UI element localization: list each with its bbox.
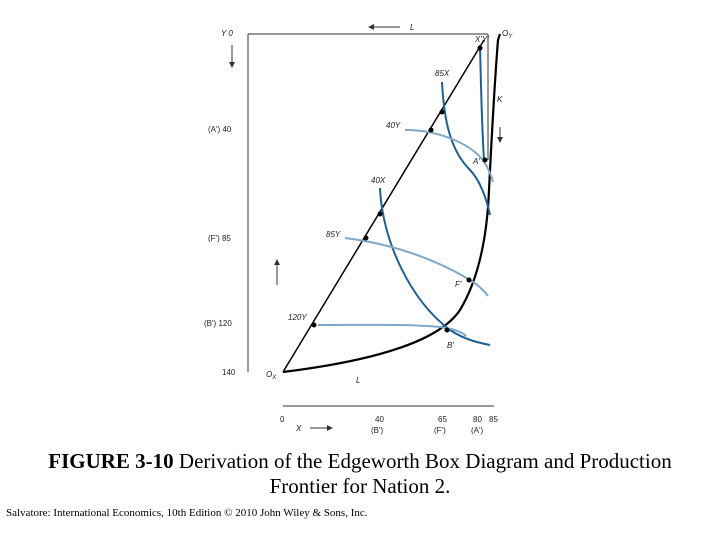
isoquant-85y (344, 237, 489, 297)
point-a (482, 157, 488, 163)
ox-origin-label: OX (266, 370, 277, 381)
point-85y (363, 235, 369, 241)
edgeworth-box-figure: L Y 0 OY K (A') 40 (F') 85 (B') 120 140 (204, 23, 513, 435)
oy-origin-label: OY (502, 29, 513, 40)
credit-line: Salvatore: International Economics, 10th… (6, 507, 368, 519)
label-40y: 40Y (386, 121, 401, 130)
left-axis-ticks: (A') 40 (F') 85 (B') 120 140 (204, 125, 236, 377)
left-tick-85: (F') 85 (208, 234, 231, 243)
contract-curve (282, 33, 502, 374)
y-down-arrowhead (229, 62, 235, 68)
bottom-tick-80: 80 (473, 415, 482, 424)
label-f: F' (455, 280, 462, 289)
point-b (444, 327, 450, 333)
bottom-x-label: X (295, 424, 302, 433)
bottom-tick-40: 40 (375, 415, 384, 424)
point-40x (377, 211, 383, 217)
x-right-arrowhead (327, 425, 333, 431)
label-a: A' (472, 157, 480, 166)
bottom-axis-ticks: 0 40 (B') 65 (F') 80 (A') 85 (280, 415, 498, 435)
figure-caption: FIGURE 3-10 Derivation of the Edgeworth … (40, 449, 680, 499)
bottom-tick-80-sub: (A') (471, 426, 484, 435)
left-tick-40: (A') 40 (208, 125, 232, 134)
top-origin-y-label: Y 0 (221, 29, 233, 38)
bottom-tick-40-sub: (B') (371, 426, 384, 435)
label-85y: 85Y (326, 230, 341, 239)
point-xy (477, 45, 483, 51)
isoquant-40x (379, 187, 491, 346)
label-b: B' (447, 341, 454, 350)
label-120y: 120Y (288, 313, 307, 322)
point-85x (439, 109, 445, 115)
caption-text: Derivation of the Edgeworth Box Diagram … (173, 449, 672, 498)
bottom-tick-65: 65 (438, 415, 447, 424)
isoquant-85x (441, 81, 491, 216)
diagonal-line (282, 39, 485, 373)
top-l-label: L (410, 23, 414, 32)
label-85x: 85X (435, 69, 450, 78)
left-up-arrowhead (274, 259, 280, 265)
left-tick-140: 140 (222, 368, 236, 377)
bottom-tick-85: 85 (489, 415, 498, 424)
isoquant-40y (404, 129, 494, 183)
bottom-tick-0: 0 (280, 415, 285, 424)
point-40y (428, 127, 434, 133)
k-down-arrowhead (497, 137, 503, 143)
left-tick-120: (B') 120 (204, 319, 232, 328)
bottom-tick-65-sub: (F') (434, 426, 446, 435)
caption-figure-number: FIGURE 3-10 (48, 449, 174, 473)
label-40x: 40X (371, 176, 386, 185)
isoquant-120y (317, 323, 467, 337)
isoquant-xy (479, 44, 485, 161)
label-xy: X'Y' (474, 35, 489, 44)
l-arrowhead (368, 24, 374, 30)
right-k-label: K (497, 95, 503, 104)
point-120y (311, 322, 317, 328)
bottom-l-label: L (356, 376, 360, 385)
point-f (466, 277, 472, 283)
